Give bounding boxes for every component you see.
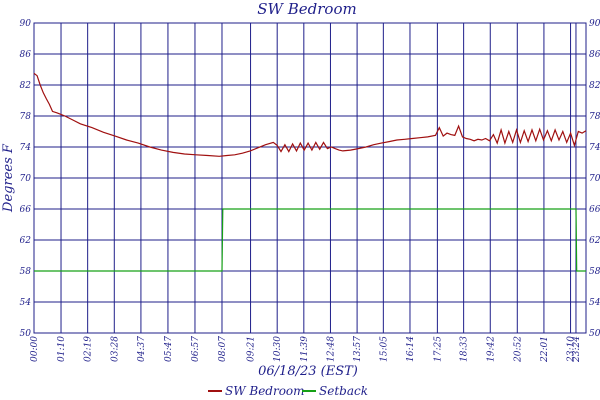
- x-tick-label: 02:19: [84, 336, 94, 362]
- x-axis-title: 06/18/23 (EST): [258, 364, 358, 379]
- x-tick-label: 16:14: [406, 336, 416, 362]
- y-tick-label-right: 66: [589, 205, 600, 215]
- y-tick-label-left: 74: [20, 143, 32, 153]
- legend-label-setback: Setback: [319, 384, 368, 398]
- x-tick-label: 22:01: [540, 336, 550, 363]
- y-tick-label-left: 90: [20, 19, 32, 29]
- x-tick-label: 11:39: [300, 336, 310, 362]
- y-tick-label-right: 90: [589, 19, 600, 29]
- x-tick-label: 23:24: [572, 336, 582, 363]
- legend-label-sw-bedroom: SW Bedroom: [225, 384, 305, 398]
- legend: SW Bedroom Setback: [208, 384, 368, 398]
- x-tick-label: 05:47: [164, 336, 174, 362]
- y-tick-label-left: 86: [20, 50, 32, 60]
- x-tick-label: 19:42: [486, 336, 496, 362]
- x-tick-label: 20:52: [513, 336, 523, 363]
- y-tick-label-left: 58: [20, 267, 32, 277]
- series-line-sw-bedroom: [33, 72, 587, 157]
- x-tick-label: 23:10: [567, 336, 577, 363]
- y-tick-label-left: 62: [20, 236, 32, 246]
- series-lines: [33, 72, 587, 272]
- x-tick-label: 09:21: [247, 336, 257, 362]
- x-tick-label: 17:25: [433, 336, 443, 362]
- y-axis-right-ticks: 50 54 58 62 66 70 74 78 82 86 90: [589, 19, 600, 339]
- grid-lines: [33, 22, 586, 334]
- x-tick-label: 10:30: [273, 336, 283, 362]
- y-tick-label-right: 50: [589, 329, 600, 339]
- x-tick-label: 06:57: [191, 336, 201, 362]
- x-axis-ticks: 00:00 01:10 02:19 03:28 04:37 05:47 06:57 08:07…: [30, 336, 582, 363]
- y-tick-label-right: 74: [589, 143, 600, 153]
- y-tick-label-left: 50: [20, 329, 32, 339]
- y-tick-label-right: 54: [589, 298, 600, 308]
- x-tick-label: 01:10: [57, 336, 67, 362]
- y-axis-title: Degrees F: [1, 143, 16, 213]
- x-tick-label: 18:33: [460, 336, 470, 362]
- y-tick-label-right: 62: [589, 236, 600, 246]
- chart-title: SW Bedroom: [257, 0, 356, 18]
- x-tick-label: 13:57: [353, 336, 363, 362]
- y-tick-label-right: 86: [589, 50, 600, 60]
- x-tick-label: 00:00: [30, 336, 40, 362]
- y-tick-label-left: 82: [20, 81, 32, 91]
- y-tick-label-left: 66: [20, 205, 32, 215]
- y-tick-label-right: 82: [589, 81, 600, 91]
- y-tick-label-left: 78: [20, 112, 32, 122]
- series-line-setback: [34, 208, 586, 272]
- x-tick-label: 12:48: [326, 336, 336, 362]
- y-tick-label-right: 78: [589, 112, 600, 122]
- y-axis-left-ticks: 50 54 58 62 66 70 74 78 82 86 90: [20, 19, 32, 339]
- x-tick-label: 08:07: [218, 336, 228, 362]
- x-tick-label: 03:28: [110, 336, 120, 362]
- y-tick-label-left: 54: [20, 298, 32, 308]
- x-tick-label: 15:05: [379, 336, 389, 362]
- y-tick-label-right: 70: [589, 174, 600, 184]
- y-tick-label-left: 70: [20, 174, 32, 184]
- y-tick-label-right: 58: [589, 267, 600, 277]
- x-tick-label: 04:37: [137, 336, 147, 362]
